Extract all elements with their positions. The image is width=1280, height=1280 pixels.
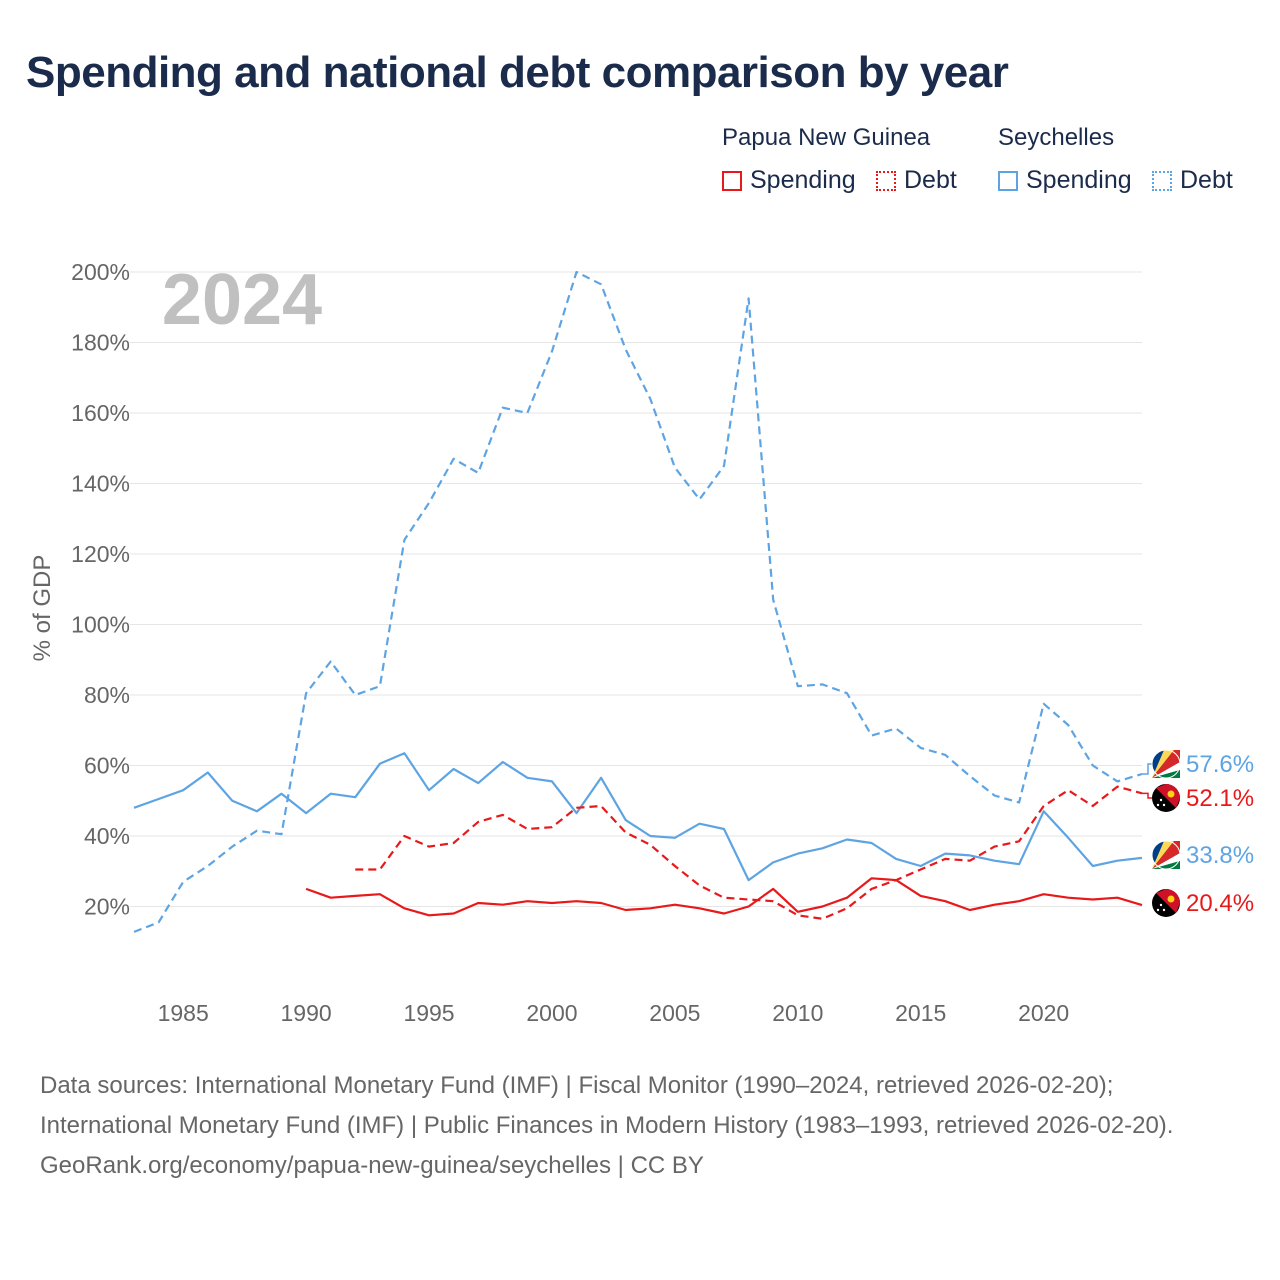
footer: Data sources: International Monetary Fun… — [40, 1066, 1240, 1186]
end-labels: 57.6% 33.8% 52.1% 20.4% — [1142, 749, 1254, 917]
series-line — [133, 270, 1143, 933]
png-flag-icon — [1152, 889, 1180, 917]
label-connector — [1142, 792, 1152, 799]
y-tick-label: 20% — [84, 894, 130, 920]
legend-label: Spending — [1026, 166, 1132, 194]
attribution[interactable]: GeoRank.org/economy/papua-new-guinea/sey… — [40, 1152, 704, 1179]
legend-label: Debt — [904, 166, 957, 194]
end-value-label: 57.6% — [1186, 751, 1254, 778]
y-tick-label: 180% — [71, 330, 130, 356]
x-tick-label: 2015 — [895, 1000, 946, 1026]
chart-title: Spending and national debt comparison by… — [26, 48, 1009, 97]
y-tick-label: 140% — [71, 471, 130, 497]
x-tick-label: 1985 — [158, 1000, 209, 1026]
x-tick-label: 2020 — [1018, 1000, 1069, 1026]
legend-item-png-spending[interactable]: Spending — [722, 166, 856, 195]
x-tick-label: 2000 — [526, 1000, 577, 1026]
y-tick-label: 200% — [71, 259, 130, 285]
x-tick-label: 1990 — [281, 1000, 332, 1026]
legend-label: Debt — [1180, 166, 1233, 194]
png-flag-icon — [1152, 784, 1180, 812]
series-line — [133, 752, 1143, 882]
x-tick-label: 2005 — [649, 1000, 700, 1026]
data-sources: Data sources: International Monetary Fun… — [40, 1072, 1174, 1139]
year-label: 2024 — [162, 260, 322, 340]
series-line — [355, 785, 1143, 920]
legend-swatch-dotted — [1152, 170, 1172, 191]
seychelles-flag-icon — [1151, 840, 1181, 870]
y-tick-label: 120% — [71, 541, 130, 567]
series-group — [133, 270, 1143, 933]
y-axis-label: % of GDP — [29, 555, 56, 662]
legend-swatch-dotted — [876, 170, 896, 191]
y-axis: 20% 40% 60% 80% 100% 120% 140% 160% 180% 200% — [71, 259, 130, 920]
legend-group-seychelles: Seychelles — [998, 124, 1115, 151]
seychelles-flag-icon — [1151, 749, 1181, 779]
y-tick-label: 80% — [84, 682, 130, 708]
legend-item-png-debt[interactable]: Debt — [876, 166, 957, 195]
legend-label: Spending — [750, 166, 856, 194]
end-value-label: 33.8% — [1186, 842, 1254, 869]
legend-item-syc-spending[interactable]: Spending — [998, 166, 1132, 195]
end-value-label: 20.4% — [1186, 890, 1254, 917]
label-connector — [1142, 763, 1152, 775]
line-chart: 2024 20% 40% 60% 80% 100% 120% 140% 160% 180% 200… — [29, 259, 1254, 1026]
grid — [130, 271, 1142, 907]
x-tick-label: 1995 — [403, 1000, 454, 1026]
y-tick-label: 60% — [84, 753, 130, 779]
y-tick-label: 160% — [71, 400, 130, 426]
x-axis: 1985 1990 1995 2000 2005 2010 2015 2020 — [158, 1000, 1070, 1026]
legend-swatch-solid — [998, 170, 1018, 191]
legend-group-png: Papua New Guinea — [722, 124, 931, 151]
legend-swatch-solid — [722, 170, 742, 191]
series-line — [305, 877, 1143, 917]
legend-item-syc-debt[interactable]: Debt — [1152, 166, 1233, 195]
x-tick-label: 2010 — [772, 1000, 823, 1026]
y-tick-label: 40% — [84, 823, 130, 849]
end-value-label: 52.1% — [1186, 785, 1254, 812]
y-tick-label: 100% — [71, 612, 130, 638]
